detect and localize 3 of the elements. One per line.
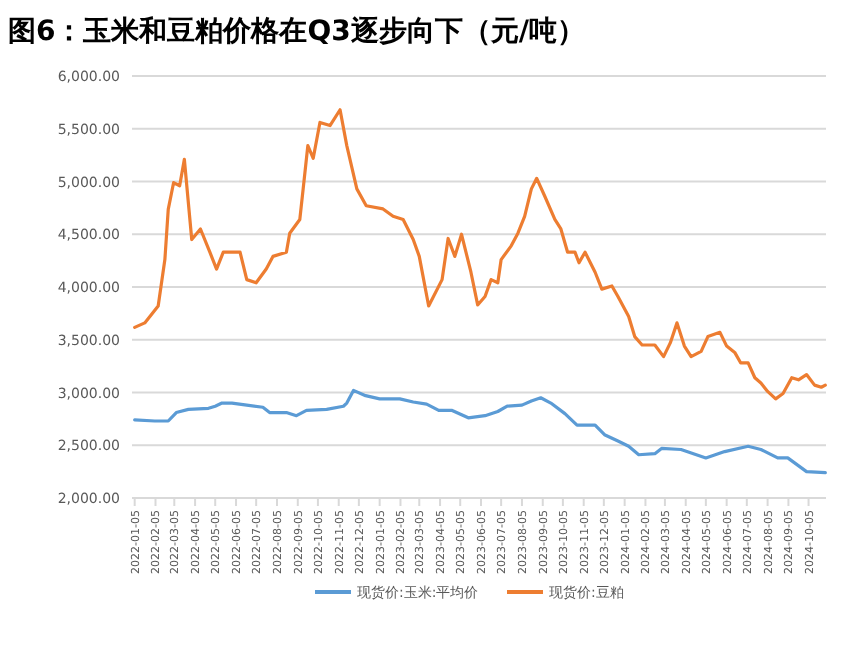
chart-title: 图6：玉米和豆粕价格在Q3逐步向下（元/吨） [8,16,585,48]
line-series [133,108,827,401]
line-series [133,388,827,475]
